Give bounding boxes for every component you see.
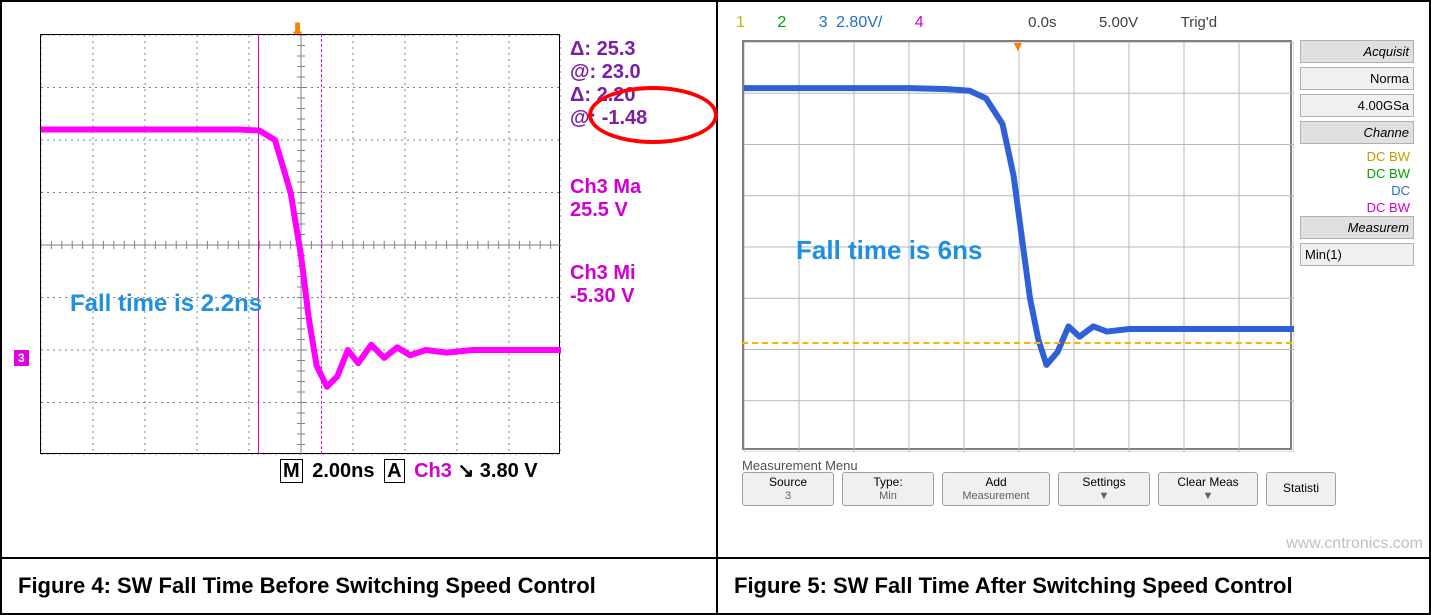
scope1-scale-row: M 2.00ns A Ch3 ↘ 3.80 V [280,458,538,483]
figure4-caption: Figure 4: SW Fall Time Before Switching … [2,557,716,613]
delta-line-2: @: 23.0 [570,61,647,84]
meas-header: Measurem [1300,216,1414,239]
menu-button[interactable]: AddMeasurement [942,472,1050,506]
ch1-num: 1 [736,14,745,32]
scope2-topbar: 1 2 3 2.80V/ 4 0.0s 5.00V Trig'd [736,14,1414,38]
time-div: 2.00ns [312,460,374,482]
ch3-min-value: -5.30 V [570,285,647,308]
scope1-area: ⬇ 3 Fall time is 2.2ns Δ: 25.3 @: 23.0 Δ… [2,2,716,557]
ch3-min-label: Ch3 Mi [570,262,647,285]
fall-time-annotation-2: Fall time is 6ns [796,235,982,266]
menu-button[interactable]: Source3 [742,472,834,506]
ch3-num: 3 [819,14,828,32]
A-label: A [384,459,404,483]
dcbw-2: DC BW [1300,165,1414,182]
ref-line [742,342,1292,344]
trig-edge-icon: ↘ [457,460,474,482]
acq-mode: Norma [1300,67,1414,90]
scope1-svg [41,35,561,455]
ch3-max-label: Ch3 Ma [570,176,647,199]
acq-rate: 4.00GSa [1300,94,1414,117]
trig-ch: Ch3 [414,460,452,482]
dcbw-3: DC [1300,182,1414,199]
scope1-grid [40,34,560,454]
M-label: M [280,459,303,483]
meas-menu-label: Measurement Menu [742,458,858,473]
ch3-scale: 2.80V/ [836,14,882,32]
fall-time-annotation: Fall time is 2.2ns [70,290,262,318]
scope2-menu-buttons: Source3Type:MinAddMeasurementSettings▼Cl… [742,472,1336,506]
menu-button[interactable]: Clear Meas▼ [1158,472,1258,506]
highlight-ellipse [588,86,718,144]
scope2: 1 2 3 2.80V/ 4 0.0s 5.00V Trig'd ▼ Fall … [726,10,1423,510]
figure4-cell: ⬇ 3 Fall time is 2.2ns Δ: 25.3 @: 23.0 Δ… [2,2,718,613]
scope2-area: 1 2 3 2.80V/ 4 0.0s 5.00V Trig'd ▼ Fall … [718,2,1431,557]
scope1: ⬇ 3 Fall time is 2.2ns Δ: 25.3 @: 23.0 Δ… [10,10,710,510]
trig-level: 3.80 V [480,460,538,482]
dcbw-1: DC BW [1300,148,1414,165]
ch3-badge: 3 [14,350,29,366]
scope2-side-panel: Acquisit Norma 4.00GSa Channe DC BW DC B… [1300,40,1414,450]
trigger2-marker-icon: ▼ [1011,38,1025,54]
scope1-readouts: Δ: 25.3 @: 23.0 Δ: 2.20 @: -1.48 Ch3 Ma … [570,38,647,308]
figure-container: ⬇ 3 Fall time is 2.2ns Δ: 25.3 @: 23.0 Δ… [0,0,1431,615]
cursor-1 [258,34,259,454]
menu-button[interactable]: Settings▼ [1058,472,1150,506]
ch3-max-value: 25.5 V [570,199,647,222]
trig-status: Trig'd [1181,14,1217,31]
figure5-cell: 1 2 3 2.80V/ 4 0.0s 5.00V Trig'd ▼ Fall … [718,2,1431,613]
watermark: www.cntronics.com [1286,535,1423,553]
ch4-num: 4 [915,14,924,32]
dcbw-4: DC BW [1300,199,1414,216]
menu-button[interactable]: Type:Min [842,472,934,506]
figure5-caption: Figure 5: SW Fall Time After Switching S… [718,557,1431,613]
cursor-2 [321,34,322,454]
menu-button[interactable]: Statisti [1266,472,1336,506]
acq-header: Acquisit [1300,40,1414,63]
chan-header: Channe [1300,121,1414,144]
delta-line-1: Δ: 25.3 [570,38,647,61]
time-pos: 0.0s [1028,14,1056,31]
meas-item: Min(1) [1300,243,1414,266]
time-div: 5.00V [1099,14,1138,31]
ch2-num: 2 [777,14,786,32]
